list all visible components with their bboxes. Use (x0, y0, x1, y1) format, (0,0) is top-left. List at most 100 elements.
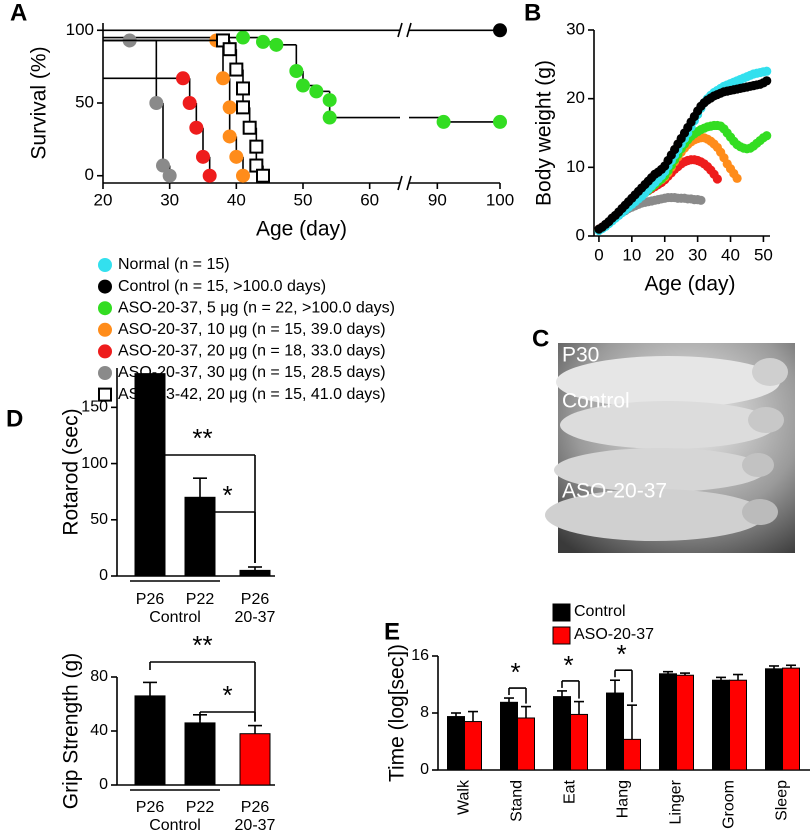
bar (517, 717, 535, 771)
legend-marker (98, 258, 112, 272)
x-tick-label: 10 (622, 245, 641, 264)
legend-marker (98, 301, 112, 316)
photo-label: Control (562, 390, 630, 413)
bar (134, 373, 166, 577)
y-tick-label: 0 (85, 165, 94, 184)
point (196, 149, 210, 164)
y-axis-title: Survival (%) (28, 46, 51, 159)
y-tick-label: 100 (81, 455, 108, 472)
legend-label: Control (n = 15, >100.0 days) (118, 278, 326, 295)
x-tick-label: Linger (668, 779, 685, 824)
point (762, 131, 772, 141)
x-tick-label: P26 (136, 591, 165, 608)
mouse-head (748, 407, 784, 433)
bar (606, 692, 624, 771)
bar (447, 716, 465, 771)
y-axis-title: Grip Strength (g) (60, 653, 83, 809)
point (216, 71, 230, 86)
x-tick-label: Walk (456, 779, 473, 815)
point (762, 76, 772, 86)
point (229, 149, 244, 164)
y-tick-label: 0 (420, 761, 429, 778)
point (182, 96, 197, 110)
panel-label: B (524, 0, 541, 26)
x-tick-label: 50 (754, 245, 773, 264)
legend-label: ASO-20-37, 20 μg (n = 18, 33.0 days) (118, 343, 386, 360)
point (256, 34, 270, 49)
bar (134, 695, 166, 786)
point (156, 158, 170, 173)
x-tick-label: Sleep (774, 780, 791, 821)
legend-label: ASO-23-42, 20 μg (n = 15, 41.0 days) (118, 386, 386, 403)
y-tick-label: 16 (411, 647, 429, 664)
x-tick-label: 40 (721, 245, 740, 264)
bar (184, 496, 216, 577)
x-tick-label: 50 (294, 190, 313, 209)
y-tick-label: 100 (66, 20, 94, 39)
bar (464, 721, 482, 771)
point (436, 114, 451, 129)
legend-marker (98, 366, 112, 380)
bar (553, 696, 571, 771)
point (222, 42, 237, 57)
bar (184, 722, 216, 786)
point (189, 120, 204, 135)
point (149, 96, 164, 110)
y-tick-label: 8 (420, 704, 429, 721)
point (762, 66, 772, 76)
point (696, 195, 706, 205)
significance: * (563, 650, 573, 680)
significance: ** (192, 630, 212, 660)
x-tick-label: 20 (655, 245, 674, 264)
axis-break (406, 175, 412, 191)
legend-label: ASO-20-37, 30 μg (n = 15, 28.5 days) (118, 364, 386, 381)
y-tick-label: 0 (99, 567, 108, 584)
bar (570, 713, 588, 771)
photo-label: ASO-20-37 (562, 480, 667, 503)
legend-marker (98, 344, 112, 359)
point (242, 120, 257, 135)
x-tick-label: 90 (428, 190, 447, 209)
x-tick-label: 30 (160, 190, 179, 209)
panel-label: A (10, 0, 27, 26)
x-tick-label: 30 (688, 245, 707, 264)
point (176, 71, 190, 86)
point (493, 114, 507, 129)
mouse (560, 401, 776, 449)
bar (676, 674, 694, 771)
group-label: Control (149, 817, 201, 834)
bar (500, 701, 518, 771)
point (322, 93, 337, 108)
significance: * (222, 480, 232, 510)
point (222, 129, 237, 144)
point (493, 23, 507, 38)
legend-marker (552, 626, 571, 645)
mouse-head (742, 499, 778, 525)
point (269, 37, 284, 52)
legend-label: Control (574, 603, 626, 620)
point (162, 168, 177, 183)
mouse (556, 356, 780, 408)
point (229, 62, 244, 77)
y-axis-title: Rotarod (sec) (60, 408, 83, 535)
x-tick-label: Hang (615, 780, 632, 818)
point (296, 78, 310, 93)
axis-break (397, 175, 403, 191)
x-tick-label: P26 (241, 799, 270, 816)
x-tick-label: Eat (562, 779, 579, 804)
mouse (554, 448, 766, 492)
x-tick-label: 20 (94, 190, 113, 209)
point (236, 81, 250, 96)
bar (765, 668, 783, 771)
mouse-head (752, 358, 788, 386)
point (309, 84, 324, 99)
panel-label: E (384, 618, 400, 645)
point (236, 168, 250, 183)
point (732, 173, 742, 183)
x-tick-label: P22 (186, 591, 215, 608)
point (712, 174, 722, 184)
x-tick-label: 0 (594, 245, 603, 264)
x-axis-title: Age (day) (644, 273, 735, 296)
legend-label: ASO-20-37, 10 μg (n = 15, 39.0 days) (118, 321, 386, 338)
